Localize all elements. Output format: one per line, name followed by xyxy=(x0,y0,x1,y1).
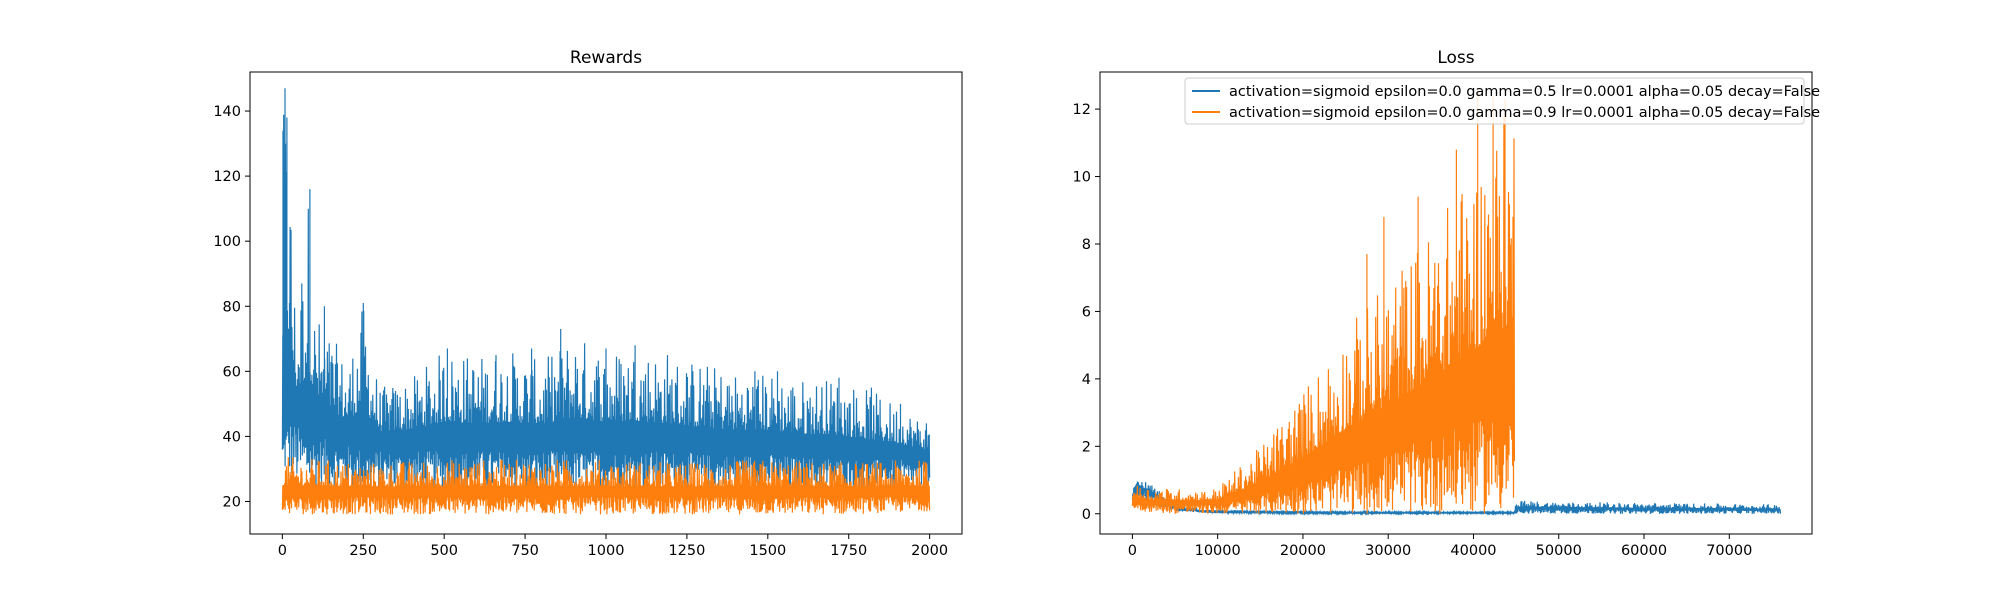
rewards-y-tick-label: 20 xyxy=(223,494,241,510)
loss-title: Loss xyxy=(1437,48,1474,68)
rewards-x-tick-label: 750 xyxy=(511,543,539,559)
rewards-y-tick-label: 80 xyxy=(223,299,241,315)
loss-x-tick-label: 70000 xyxy=(1706,543,1752,559)
loss-y-tick-label: 2 xyxy=(1082,439,1091,455)
loss-y-axis: 0 2 4 6 8 10 12 xyxy=(1073,102,1100,523)
rewards-y-tick-label: 140 xyxy=(213,104,241,120)
rewards-chart: 0 250 500 750 1000 1250 1500 1750 2000 20 40 60 80 1… xyxy=(213,48,963,559)
rewards-x-tick-label: 1750 xyxy=(830,543,867,559)
loss-x-tick-label: 20000 xyxy=(1280,543,1326,559)
loss-x-axis: 0 10000 20000 30000 40000 50000 60000 70000 xyxy=(1128,534,1752,559)
rewards-x-axis: 0 250 500 750 1000 1250 1500 1750 2000 xyxy=(278,534,948,559)
rewards-y-tick-label: 120 xyxy=(213,169,241,185)
loss-y-tick-label: 10 xyxy=(1073,170,1091,186)
rewards-line-orange xyxy=(281,457,931,515)
loss-x-tick-label: 60000 xyxy=(1621,543,1667,559)
loss-y-tick-label: 6 xyxy=(1082,304,1091,320)
loss-y-tick-label: 4 xyxy=(1082,372,1091,388)
loss-y-tick-label: 0 xyxy=(1082,507,1091,523)
rewards-y-axis: 20 40 60 80 100 120 140 xyxy=(213,104,250,510)
rewards-x-tick-label: 2000 xyxy=(911,543,948,559)
loss-line-orange xyxy=(1131,88,1515,514)
loss-x-tick-label: 40000 xyxy=(1450,543,1496,559)
rewards-y-tick-label: 100 xyxy=(213,234,241,250)
loss-line-blue xyxy=(1131,481,1782,517)
rewards-y-tick-label: 60 xyxy=(223,364,241,380)
rewards-x-tick-label: 1000 xyxy=(588,543,625,559)
rewards-x-tick-label: 250 xyxy=(349,543,377,559)
loss-y-tick-label: 12 xyxy=(1073,102,1091,118)
rewards-series-orange xyxy=(281,457,931,515)
legend: activation=sigmoid epsilon=0.0 gamma=0.5… xyxy=(1184,77,1820,125)
rewards-x-tick-label: 1500 xyxy=(749,543,786,559)
loss-y-tick-label: 8 xyxy=(1082,237,1091,253)
loss-x-tick-label: 30000 xyxy=(1365,543,1411,559)
legend-label-blue: activation=sigmoid epsilon=0.0 gamma=0.5… xyxy=(1229,84,1820,100)
rewards-title: Rewards xyxy=(570,48,642,68)
loss-chart: 0 10000 20000 30000 40000 50000 60000 70000 0 2 4… xyxy=(1073,48,1821,559)
loss-x-tick-label: 0 xyxy=(1128,543,1137,559)
legend-label-orange: activation=sigmoid epsilon=0.0 gamma=0.9… xyxy=(1229,105,1820,121)
loss-series-orange xyxy=(1131,88,1515,514)
loss-x-tick-label: 10000 xyxy=(1195,543,1241,559)
rewards-y-tick-label: 40 xyxy=(223,429,241,445)
loss-x-tick-label: 50000 xyxy=(1536,543,1582,559)
rewards-x-tick-label: 500 xyxy=(430,543,458,559)
legend-box xyxy=(1184,77,1805,125)
loss-series-blue xyxy=(1131,481,1782,517)
loss-plot-frame xyxy=(1099,71,1813,535)
rewards-plot-frame xyxy=(249,71,963,535)
rewards-x-tick-label: 0 xyxy=(278,543,287,559)
rewards-x-tick-label: 1250 xyxy=(668,543,705,559)
